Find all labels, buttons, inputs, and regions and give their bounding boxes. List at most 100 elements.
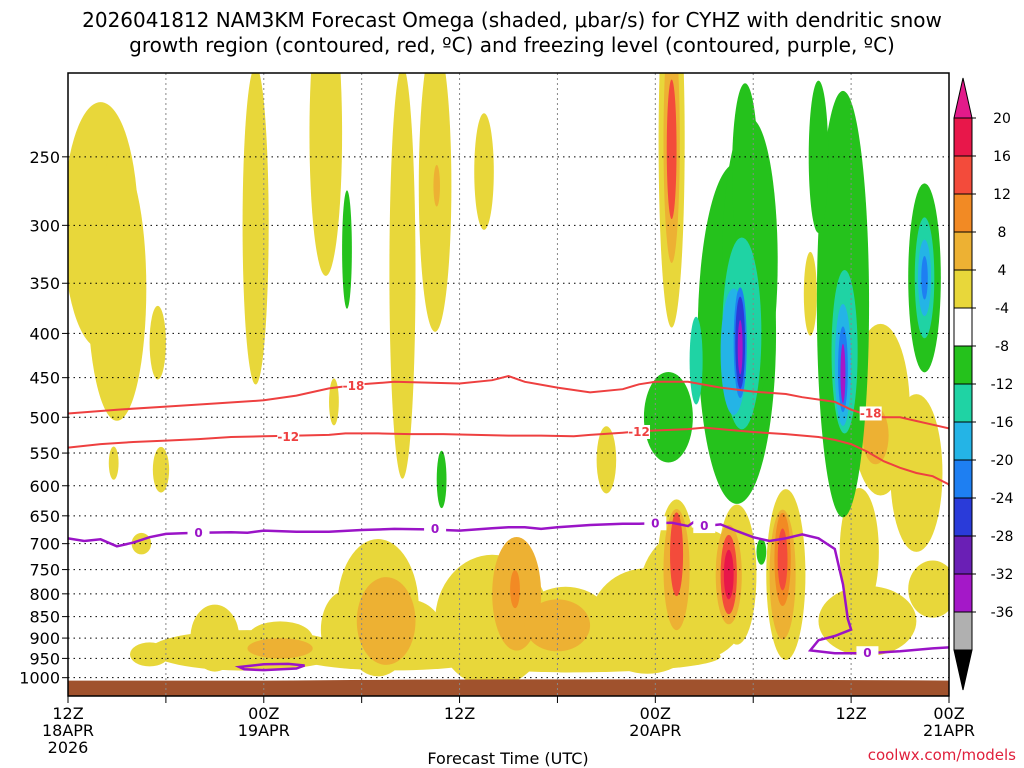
omega-shading [68, 73, 949, 688]
omega-rising-patch [356, 577, 416, 665]
y-tick-label: 700 [29, 535, 60, 554]
y-tick-label: 400 [29, 324, 60, 343]
y-tick-label: 550 [29, 444, 60, 463]
colorbar-label: -24 [991, 491, 1014, 507]
colorbar-label: -20 [991, 453, 1014, 469]
freezing-label-5: 0 [863, 646, 871, 660]
omega-rising-patch [818, 585, 917, 657]
freezing-label-4: 0 [700, 519, 708, 533]
omega-rising-patch [329, 378, 339, 426]
omega-sinking-patch [921, 256, 928, 300]
x-tick-label: 00Z [933, 704, 964, 723]
omega-rising-patch [309, 73, 343, 276]
omega-rising-patch [108, 446, 119, 480]
omega-rising-patch [839, 487, 879, 616]
omega-rising-patch [433, 164, 440, 207]
colorbar-swatch [953, 307, 973, 347]
colorbar-label: 20 [993, 111, 1011, 127]
freezing-label: 0 [194, 526, 202, 540]
dgz-bottom-label: -12 [277, 430, 299, 444]
gridlines [68, 73, 949, 696]
y-tick-label: 500 [29, 408, 60, 427]
contour-labels: -18 -18 -12 -12 0 0 0 0 0 [187, 378, 882, 661]
freezing-label-bg [187, 525, 210, 540]
colorbar-top-arrow [953, 77, 973, 119]
watermark: coolwx.com/models [868, 746, 1016, 764]
colorbar-swatch [953, 231, 973, 271]
y-tick-label: 800 [29, 585, 60, 604]
y-axis: 250 300 350 400 450 500 550 600 650 700 750 800 850 9… [19, 148, 68, 688]
y-tick-label: 350 [29, 274, 60, 293]
y-tick-label: 850 [29, 608, 60, 627]
omega-sinking-patch [840, 343, 846, 404]
omega-sinking-patch [737, 320, 743, 375]
y-tick-label: 750 [29, 561, 60, 580]
x-tick-label: 12Z [835, 704, 866, 723]
omega-sinking-patch [756, 538, 767, 565]
colorbar-swatch [953, 383, 973, 423]
y-tick-label: 1000 [19, 669, 60, 688]
colorbar-bottom-arrow [953, 649, 973, 691]
y-tick-label: 900 [29, 629, 60, 648]
colorbar-label: -32 [991, 567, 1014, 583]
colorbar-label: -16 [991, 415, 1014, 431]
colorbar-label: -12 [991, 377, 1014, 393]
terrain-layer [68, 679, 949, 696]
colorbar-label: -8 [995, 339, 1009, 355]
colorbar-swatch [953, 117, 973, 157]
plot-frame [67, 72, 950, 697]
freezing-level-loop [234, 662, 306, 672]
colorbar-swatch [953, 269, 973, 309]
y-tick-label: 300 [29, 216, 60, 235]
omega-rising-patch [389, 73, 416, 479]
dgz-minus12-contour [68, 426, 949, 486]
omega-rising-patch [723, 549, 734, 600]
colorbar-swatch [953, 459, 973, 499]
omega-rising-patch [152, 446, 170, 493]
freezing-label-5-bg [856, 646, 879, 661]
dgz-top-label-2: -18 [860, 406, 882, 420]
x-axis-label: Forecast Time (UTC) [427, 749, 588, 768]
colorbar-label: -36 [991, 605, 1014, 621]
colorbar-label: 8 [998, 225, 1007, 241]
omega-rising-patch [670, 512, 684, 597]
omega-rising-patch [510, 570, 520, 609]
x-tick-label: 12Z [444, 704, 475, 723]
freezing-label-3: 0 [651, 516, 659, 530]
terrain-fill [68, 679, 949, 696]
omega-sinking-patch [342, 190, 352, 309]
y-tick-label: 650 [29, 507, 60, 526]
omega-rising-patch [666, 79, 677, 220]
freezing-label-2: 0 [431, 522, 439, 536]
colorbar-swatch [953, 421, 973, 461]
colorbar: 20 16 12 8 4 -4 -8 -12 -16 -20 -24 -28 -32 -36 [953, 77, 1014, 691]
omega-rising-patch [474, 113, 494, 230]
x-tick-label: 19APR [238, 721, 290, 740]
omega-rising-patch [908, 560, 949, 618]
y-tick-label: 600 [29, 477, 60, 496]
omega-sinking-patch [732, 83, 759, 260]
dgz-bottom-label-bg [277, 430, 300, 445]
dgz-top-label-2-bg [859, 406, 882, 421]
omega-rising-patch [777, 528, 788, 591]
omega-rising-patch [242, 73, 269, 385]
omega-rising-patch [129, 642, 170, 667]
x-tick-label: 12Z [52, 704, 83, 723]
omega-rising-patch [149, 305, 166, 380]
x-tick-label: 00Z [640, 704, 671, 723]
colorbar-label: 4 [998, 263, 1007, 279]
chart-title-line-2: growth region (contoured, red, ºC) and f… [129, 33, 895, 57]
y-tick-label: 450 [29, 369, 60, 388]
colorbar-label: 12 [993, 187, 1011, 203]
omega-rising-patch [247, 638, 313, 659]
omega-rising-patch [803, 251, 817, 336]
colorbar-swatch [953, 155, 973, 195]
colorbar-swatch [953, 193, 973, 233]
colorbar-swatch [953, 345, 973, 385]
x-tick-label: 00Z [248, 704, 279, 723]
colorbar-label: -28 [991, 529, 1014, 545]
colorbar-swatch [953, 573, 973, 613]
freezing-label-2-bg [424, 521, 447, 536]
x-tick-label: 2026 [48, 738, 89, 757]
